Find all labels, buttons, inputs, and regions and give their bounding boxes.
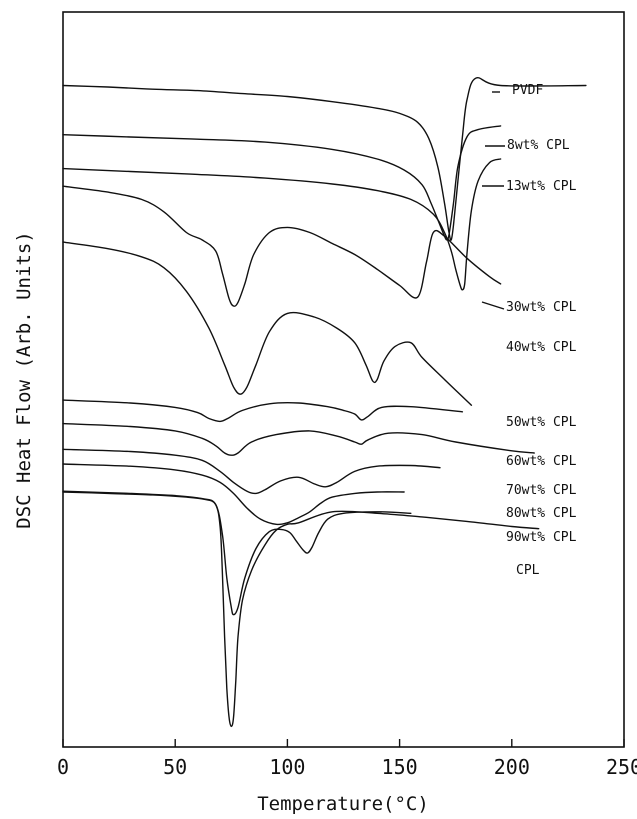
x-axis-tick-labels: 0 50 100 150 200 250 (57, 755, 637, 779)
series-leader-3 (481, 301, 505, 310)
x-tick-label-100: 100 (269, 755, 305, 779)
series-label-2: 13wt% CPL (506, 179, 577, 194)
series-curves (62, 76, 587, 728)
series-curve-6 (62, 422, 535, 456)
series-label-8: 80wt% CPL (506, 506, 577, 521)
series-label-9: 90wt% CPL (506, 530, 577, 545)
series-curve-10 (62, 491, 540, 728)
x-tick-label-150: 150 (382, 755, 418, 779)
series-curve-5 (62, 399, 464, 423)
x-tick-label-50: 50 (163, 755, 187, 779)
series-label-3: 30wt% CPL (506, 300, 577, 315)
y-axis-title: DSC Heat Flow (Arb. Units) (13, 231, 35, 528)
series-label-5: 50wt% CPL (506, 415, 577, 430)
series-curve-3 (62, 185, 502, 307)
x-axis-ticks (62, 739, 625, 747)
x-tick-label-200: 200 (494, 755, 530, 779)
series-curve-2 (62, 158, 502, 291)
series-label-0: PVDF (512, 83, 543, 98)
series-curve-1 (62, 125, 502, 241)
series-curve-8 (62, 463, 405, 526)
series-label-1: 8wt% CPL (507, 138, 570, 153)
x-tick-label-0: 0 (57, 755, 69, 779)
series-label-7: 70wt% CPL (506, 483, 577, 498)
series-curve-4 (62, 241, 473, 406)
series-curve-9 (62, 490, 412, 616)
series-label-10: CPL (516, 563, 540, 578)
series-curve-0 (62, 76, 587, 241)
x-tick-label-250: 250 (606, 755, 637, 779)
series-curve-7 (62, 448, 441, 495)
series-label-6: 60wt% CPL (506, 454, 577, 469)
series-labels: PVDF 8wt% CPL 13wt% CPL 30wt% CPL 40wt% CPL 5… (481, 83, 577, 578)
plot-frame (62, 11, 625, 748)
series-label-4: 40wt% CPL (506, 340, 577, 355)
x-axis-title: Temperature(°C) (257, 793, 429, 815)
